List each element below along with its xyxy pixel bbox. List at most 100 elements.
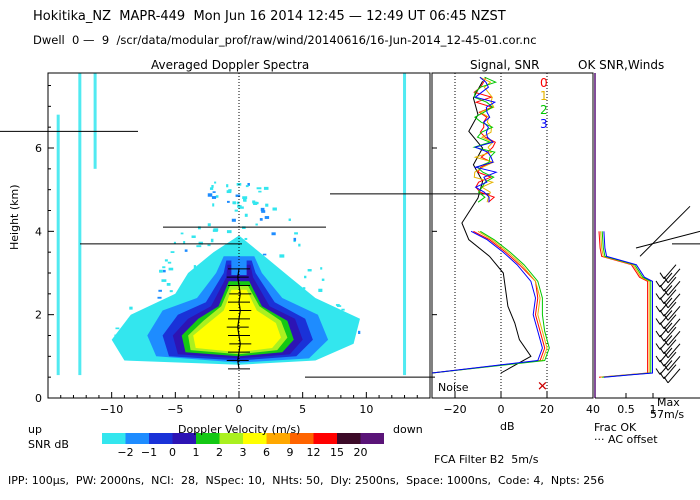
colorbar-swatch-9	[313, 433, 337, 444]
snr-x-tick-label: 20	[540, 403, 554, 416]
noise-speck	[294, 232, 298, 235]
noise-speck	[245, 185, 249, 188]
noise-speck	[256, 201, 259, 205]
snr-panel: −20 0 20 40✕	[431, 72, 600, 416]
noise-speck	[162, 266, 166, 269]
noise-marker: ✕	[537, 380, 548, 395]
colorbar-swatch-4	[196, 433, 220, 444]
noise-speck	[207, 193, 213, 197]
legend-0: 0	[540, 76, 548, 90]
colorbar-swatch-11	[360, 433, 384, 444]
noise-speck	[335, 304, 340, 306]
frac-ok-series-0	[598, 231, 649, 378]
colorbar-tick-label: −1	[140, 446, 158, 459]
noise-speck	[207, 244, 211, 247]
noise-speck	[263, 186, 269, 190]
wind-barb-head	[655, 330, 661, 338]
noise-speck	[242, 196, 248, 200]
noise-speck	[184, 249, 188, 252]
wind-barb	[667, 318, 681, 334]
wind-barb	[663, 339, 677, 354]
wind-barb	[663, 351, 677, 367]
wind-barb	[667, 368, 681, 384]
wind-barb	[667, 343, 681, 359]
colorbar-tick-label: 6	[263, 446, 270, 459]
max-wind-label: Max	[657, 396, 680, 409]
noise-speck	[212, 229, 218, 232]
noise-speck	[307, 269, 312, 272]
wind-barb	[667, 306, 681, 321]
noise-speck	[212, 191, 216, 193]
noise-speck	[279, 254, 285, 258]
colorbar-swatch-1	[125, 433, 149, 444]
colorbar-label: SNR dB	[28, 438, 69, 451]
wind-barb-long	[635, 230, 700, 249]
noise-speck	[198, 241, 203, 245]
wind-barb	[667, 293, 681, 309]
colorbar-tick-label: 9	[286, 446, 294, 459]
y-tick-label: 0	[35, 392, 42, 405]
header-line-2: Dwell 0 — 9 /scr/data/modular_prof/raw/w…	[33, 33, 537, 47]
colorbar-swatch-5	[219, 433, 243, 444]
noise-speck	[183, 241, 186, 244]
noise-speck	[256, 187, 262, 190]
noise-speck	[226, 184, 229, 188]
noise-speck	[258, 190, 262, 193]
snr-x-tick-label: 40	[586, 403, 600, 416]
noise-speck	[211, 196, 217, 199]
up-note: up	[28, 423, 42, 436]
noise-speck	[234, 209, 238, 212]
wind-barb	[663, 264, 677, 279]
noise-speck	[226, 200, 230, 203]
snr-frame	[431, 72, 594, 399]
noise-speck	[167, 261, 172, 264]
wind-barb	[663, 301, 677, 317]
snr-x-tick-label: 0	[498, 403, 505, 416]
noise-speck	[272, 207, 277, 211]
wind-barb-head	[655, 343, 661, 350]
wind-barb-head	[655, 293, 661, 300]
noise-speck	[336, 305, 342, 307]
legend-1: 1	[540, 89, 548, 103]
wind-barb-head	[655, 305, 661, 313]
noise-speck	[235, 194, 241, 197]
colorbar-tick-label: 15	[330, 446, 344, 459]
colorbar-swatch-2	[149, 433, 173, 444]
noise-speck	[321, 278, 325, 281]
colorbar-tick-label: 0	[169, 446, 176, 459]
snr-colorbar	[102, 433, 384, 444]
noise-speck	[271, 232, 276, 236]
colorbar-swatch-6	[243, 433, 267, 444]
spectra-x-label: Doppler Velocity (m/s)	[178, 423, 301, 436]
noise-speck	[261, 210, 266, 213]
wind-barb-head	[659, 272, 665, 279]
noise-speck	[215, 195, 219, 198]
noise-speck	[244, 213, 248, 217]
colorbar-tick-label: 1	[192, 446, 200, 459]
noise-speck	[115, 327, 120, 330]
noise-label: Noise	[438, 381, 469, 394]
frac-ok-series-3	[603, 231, 653, 378]
snr-series-0	[461, 81, 532, 374]
snr-series-1	[431, 230, 546, 374]
noise-speck	[260, 207, 265, 212]
wind-barb	[663, 314, 677, 329]
noise-speck	[318, 288, 323, 292]
max-wind-value: 57m/s	[650, 408, 685, 421]
noise-speck	[129, 306, 133, 310]
noise-speck	[262, 253, 267, 256]
ok-x-tick-label: 1	[650, 403, 657, 416]
spectra-y-label: Height (km)	[8, 184, 21, 250]
wind-barb-head	[655, 368, 661, 375]
wind-barb	[663, 326, 677, 342]
noise-speck	[239, 206, 244, 209]
noise-speck	[233, 202, 236, 205]
noise-speck	[209, 187, 214, 190]
x-tick-label: 5	[299, 403, 306, 416]
clutter-stripe	[93, 73, 97, 169]
noise-speck	[226, 190, 232, 194]
noise-speck	[358, 330, 361, 334]
frac-ok-series-2	[601, 231, 652, 378]
colorbar-tick-label: 2	[216, 446, 223, 459]
noise-speck	[231, 218, 236, 222]
